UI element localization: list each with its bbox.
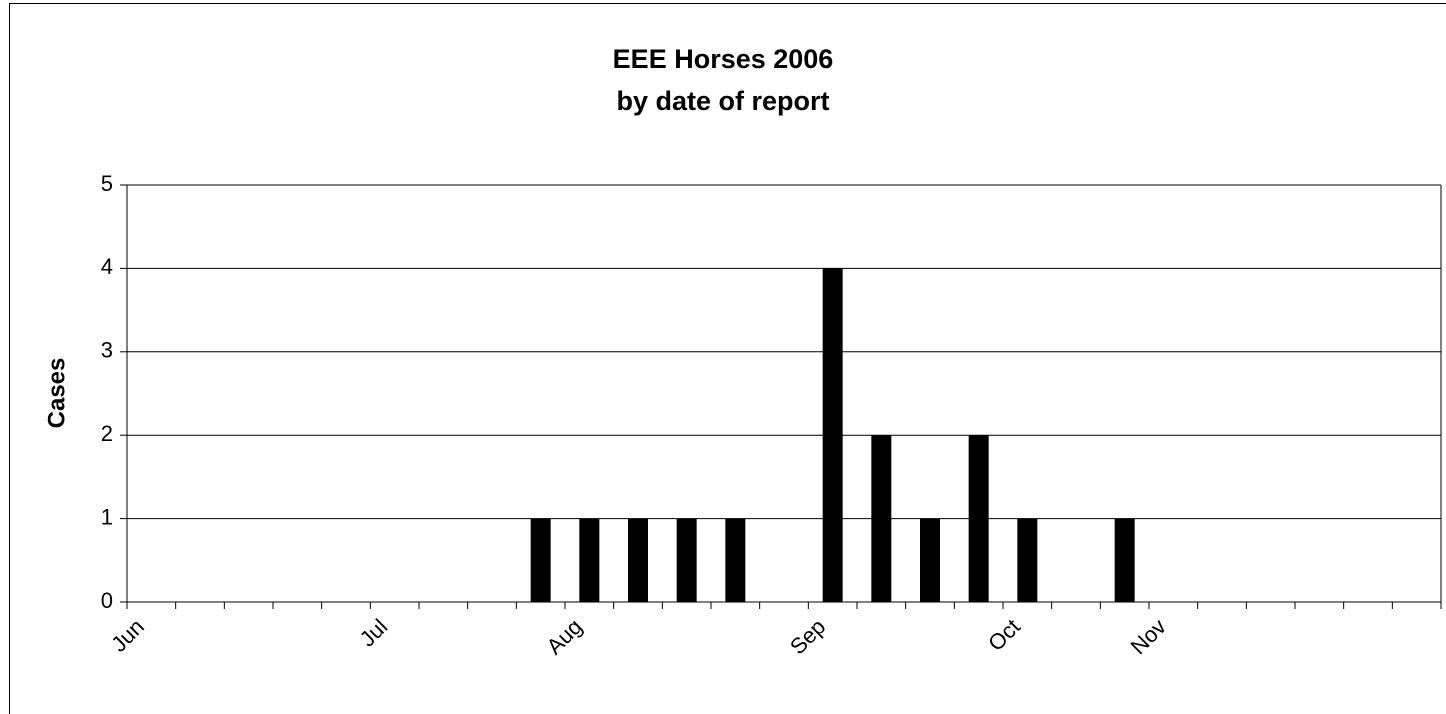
y-tick-label: 0 (101, 588, 113, 613)
bar (920, 518, 940, 602)
y-axis-label: Cases (43, 358, 70, 429)
bar (1017, 518, 1038, 602)
bar (676, 518, 697, 602)
y-tick-label: 4 (101, 254, 113, 279)
bar (579, 518, 600, 602)
x-tick-label: Sep (785, 614, 830, 659)
bar (871, 435, 892, 602)
y-tick-label: 2 (101, 421, 113, 446)
chart-title: EEE Horses 2006 (613, 44, 834, 74)
chart-subtitle: by date of report (616, 86, 829, 116)
bar (1114, 518, 1135, 602)
bar (968, 435, 989, 602)
bar (822, 268, 843, 602)
y-tick-label: 3 (101, 338, 113, 363)
x-tick-label: Aug (542, 614, 587, 659)
y-tick-label: 1 (101, 504, 113, 529)
bar (725, 518, 746, 602)
x-tick-label: Oct (983, 614, 1025, 656)
bar (530, 518, 551, 602)
x-tick-label: Nov (1126, 614, 1171, 659)
bar (628, 518, 648, 602)
x-tick-label: Jul (355, 614, 393, 652)
x-tick-label: Jun (106, 614, 149, 657)
chart-frame (9, 3, 1446, 714)
y-tick-label: 5 (101, 171, 113, 196)
